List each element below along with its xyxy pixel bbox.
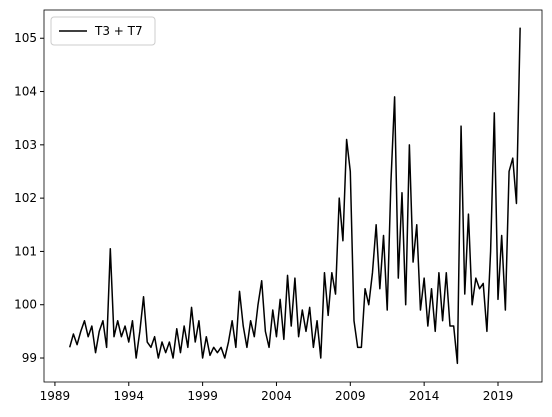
x-tick-label: 2014 [409, 389, 440, 403]
x-tick-label: 2004 [261, 389, 292, 403]
axes-frame [43, 9, 543, 383]
y-tick-label: 100 [14, 298, 37, 312]
x-tick-label: 2019 [483, 389, 514, 403]
data-line [68, 27, 521, 365]
y-tick-label: 102 [14, 191, 37, 205]
y-tick-label: 101 [14, 244, 37, 258]
x-tick-label: 1989 [40, 389, 71, 403]
x-tick-label: 1999 [187, 389, 218, 403]
legend-label: T3 + T7 [94, 24, 143, 38]
y-tick-label: 99 [22, 351, 37, 365]
y-tick-label: 105 [14, 31, 37, 45]
y-tick-label: 104 [14, 85, 37, 99]
x-tick-label: 2009 [335, 389, 366, 403]
y-tick-label: 103 [14, 138, 37, 152]
x-tick-label: 1994 [113, 389, 144, 403]
legend-box [50, 16, 156, 46]
